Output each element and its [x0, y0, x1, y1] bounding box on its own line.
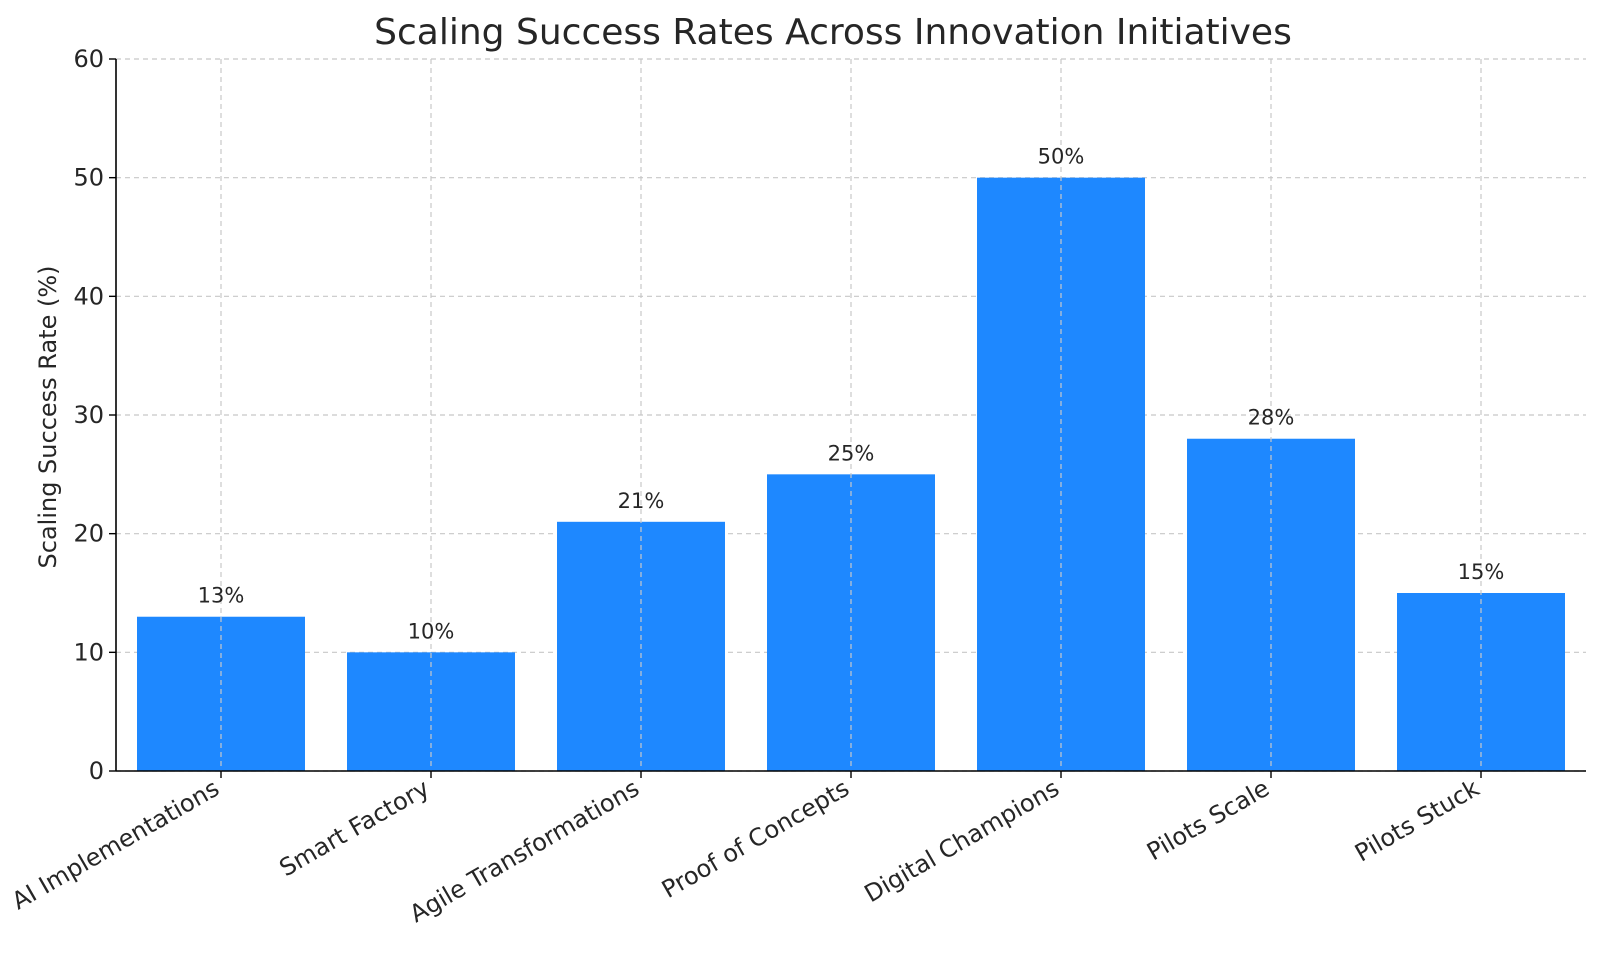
y-tick-label: 30	[73, 401, 104, 429]
x-tick-label: Pilots Scale	[1142, 774, 1274, 866]
x-tick-label: Smart Factory	[275, 774, 434, 882]
y-tick-label: 0	[89, 757, 104, 785]
x-tick-label: AI Implementations	[7, 774, 224, 915]
x-tick-label: Proof of Concepts	[657, 774, 854, 904]
bar-value-label: 28%	[1248, 406, 1295, 430]
axes	[109, 58, 1586, 778]
y-tick-label: 10	[73, 638, 104, 666]
chart-title: Scaling Success Rates Across Innovation …	[374, 12, 1292, 53]
x-tick-label: Pilots Stuck	[1350, 774, 1484, 868]
bar-value-label: 21%	[618, 489, 665, 513]
bar-value-label: 50%	[1038, 145, 1085, 169]
bar	[767, 474, 935, 771]
bar-value-label: 15%	[1458, 560, 1505, 584]
y-tick-label: 40	[73, 282, 104, 310]
bar-value-label: 25%	[828, 441, 875, 465]
x-grid	[220, 59, 1482, 771]
x-tick-label: Digital Champions	[860, 774, 1064, 908]
bar-value-label: 13%	[198, 584, 245, 608]
y-axis-label: Scaling Success Rate (%)	[34, 266, 62, 569]
y-tick-label: 60	[73, 45, 104, 73]
x-tick-label: Agile Transformations	[405, 774, 644, 928]
y-tick-label: 50	[73, 164, 104, 192]
bar-value-label: 10%	[408, 619, 455, 643]
y-tick-label: 20	[73, 520, 104, 548]
bar	[1187, 438, 1355, 771]
